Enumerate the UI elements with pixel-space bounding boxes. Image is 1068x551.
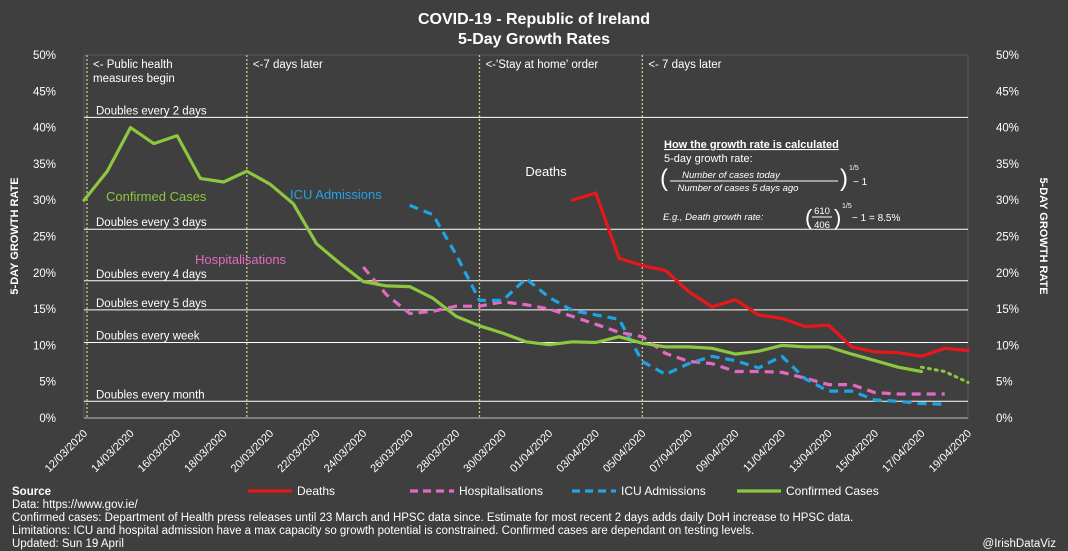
chart-title: COVID-19 - Republic of Ireland (418, 11, 650, 28)
y-tick-label-left: 20% (33, 268, 56, 280)
event-label: <-7 days later (253, 59, 323, 71)
y-tick-label-left: 25% (33, 232, 56, 244)
event-label: measures begin (93, 73, 175, 85)
y-tick-label-left: 0% (39, 413, 56, 425)
y-tick-label-left: 50% (33, 50, 56, 62)
formula-example-numerator: 610 (814, 206, 830, 217)
doubling-label: Doubles every month (96, 389, 205, 401)
source-line: Updated: Sun 19 April (12, 538, 124, 550)
formula-example-denominator: 406 (814, 220, 830, 231)
y-tick-label-right: 35% (996, 159, 1019, 171)
source-line: Limitations: ICU and hospital admission … (12, 525, 755, 537)
event-label: <- Public health (93, 59, 173, 71)
series-line-icu-admissions (409, 203, 945, 406)
formula-right-paren: ) (840, 165, 848, 192)
doubling-label: Doubles every 4 days (96, 269, 207, 281)
y-tick-label-left: 30% (33, 195, 56, 207)
y-tick-label-left: 5% (39, 377, 56, 389)
series-line-confirmed-cases (82, 125, 924, 374)
doubling-label: Doubles every 3 days (96, 217, 207, 229)
y-tick-label-left: 35% (33, 159, 56, 171)
series-annotation: ICU Admissions (290, 187, 382, 202)
y-tick-label-right: 20% (996, 268, 1019, 280)
formula-exponent: 1/5 (849, 165, 859, 172)
y-axis-label-left: 5-DAY GROWTH RATE (9, 177, 21, 294)
formula-example-exponent: 1/5 (842, 203, 852, 210)
y-tick-label-left: 45% (33, 86, 56, 98)
formula-example-right-paren: ) (834, 205, 841, 230)
legend-label: ICU Admissions (621, 484, 706, 498)
formula-box: How the growth rate is calculated 5-day … (660, 139, 900, 231)
series-annotation: Deaths (525, 164, 567, 179)
doubling-label: Doubles every 2 days (96, 105, 207, 117)
source-line: Confirmed cases: Department of Health pr… (12, 512, 854, 524)
formula-minus-one: − 1 (853, 177, 868, 188)
y-tick-label-right: 5% (996, 377, 1013, 389)
y-tick-label-right: 15% (996, 304, 1019, 316)
y-tick-label-right: 25% (996, 232, 1019, 244)
formula-title: How the growth rate is calculated (664, 139, 839, 151)
legend-label: Confirmed Cases (786, 484, 879, 498)
credit-label: @IrishDataViz (982, 538, 1056, 550)
formula-left-paren: ( (660, 165, 668, 192)
formula-denominator: Number of cases 5 days ago (678, 183, 799, 194)
event-label: <- 7 days later (648, 59, 721, 71)
y-tick-label-left: 10% (33, 340, 56, 352)
formula-subtitle: 5-day growth rate: (664, 153, 753, 165)
formula-example-left-paren: ( (805, 205, 813, 230)
source-block: Source Data: https://www.gov.ie/ Confirm… (12, 486, 853, 551)
series-annotation: Hospitalisations (195, 252, 287, 267)
legend: Deaths Hospitalisations ICU Admissions Conf… (248, 484, 879, 498)
chart-subtitle: 5-Day Growth Rates (458, 31, 610, 48)
y-tick-label-right: 10% (996, 340, 1019, 352)
legend-label: Deaths (297, 484, 335, 498)
y-axis-label-right: 5-DAY GROWTH RATE (1037, 177, 1049, 294)
formula-example-prefix: E.g., Death growth rate: (663, 212, 764, 223)
source-heading: Source (12, 486, 51, 498)
series-line-deaths (570, 191, 970, 358)
event-label: <-'Stay at home' order (485, 59, 598, 71)
y-tick-label-left: 15% (33, 304, 56, 316)
legend-label: Hospitalisations (459, 484, 543, 498)
y-tick-label-right: 40% (996, 123, 1019, 135)
formula-example-result: − 1 = 8.5% (852, 213, 900, 224)
y-tick-label-right: 45% (996, 86, 1019, 98)
doubling-label: Doubles every week (96, 330, 200, 342)
y-tick-label-right: 50% (996, 50, 1019, 62)
y-tick-label-right: 30% (996, 195, 1019, 207)
source-line: Data: https://www.gov.ie/ (12, 499, 138, 511)
y-tick-label-left: 40% (33, 123, 56, 135)
series-estimate-line (920, 365, 970, 384)
y-tick-label-right: 0% (996, 413, 1013, 425)
series-annotation: Confirmed Cases (106, 189, 207, 204)
formula-numerator: Number of cases today (682, 170, 781, 181)
doubling-label: Doubles every 5 days (96, 298, 207, 310)
